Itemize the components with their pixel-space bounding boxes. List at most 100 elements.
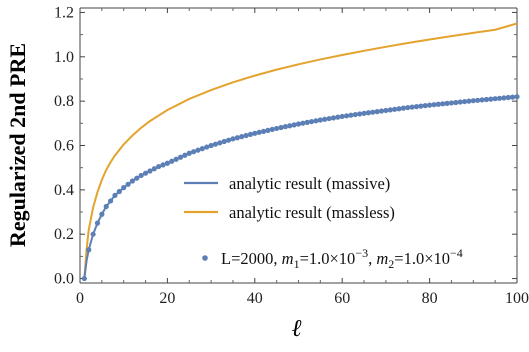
x-tick-label: 60 (334, 290, 350, 307)
data-point (405, 104, 411, 111)
data-point (274, 125, 280, 132)
data-point (374, 109, 380, 115)
legend-points-part: 1 (294, 257, 300, 271)
data-point (409, 104, 415, 110)
legend-points-part: m (376, 249, 388, 268)
x-tick-label: 100 (505, 290, 529, 307)
data-point (365, 110, 372, 116)
data-point (444, 100, 450, 106)
data-point (370, 109, 376, 115)
data-point (501, 95, 507, 101)
data-point (103, 203, 109, 210)
data-point (164, 160, 170, 166)
data-point (488, 96, 494, 102)
data-point (112, 192, 118, 198)
data-point (326, 115, 332, 122)
data-point (400, 105, 406, 111)
data-point (453, 99, 459, 106)
data-point (142, 170, 149, 176)
data-point (309, 118, 315, 125)
legend-swatch-points (202, 255, 208, 261)
legend-points-part: =1.0×10 (394, 249, 450, 268)
data-point (94, 220, 101, 226)
data-point (348, 112, 354, 118)
data-point (169, 158, 175, 164)
data-point (160, 162, 166, 168)
data-point (278, 124, 284, 131)
data-point (470, 98, 476, 104)
data-point (147, 168, 153, 174)
data-point (505, 94, 511, 101)
data-point (116, 188, 122, 195)
data-point (413, 104, 420, 110)
data-point (199, 146, 205, 152)
axis-ticks: 0 20 40 60 80 100 0.0 0.2 0.4 0.6 0.8 1.0 1.2 (54, 4, 529, 307)
data-point (335, 114, 341, 120)
data-point (339, 113, 345, 120)
data-point (352, 111, 358, 118)
x-tick-label: 20 (159, 290, 175, 307)
data-point (182, 152, 188, 158)
y-tick-label: 0.6 (54, 138, 74, 155)
data-point (357, 111, 363, 117)
legend-points-part: m (282, 249, 294, 268)
data-point (221, 138, 227, 145)
data-point (448, 100, 455, 106)
data-point (479, 97, 485, 103)
plot-frame (79, 7, 518, 284)
data-point (247, 131, 254, 138)
legend-points-part: 2 (388, 257, 394, 271)
data-point (378, 108, 385, 114)
data-point (343, 113, 350, 119)
data-point (129, 178, 136, 184)
data-point (304, 119, 310, 125)
data-point (156, 163, 162, 170)
y-tick-label: 0.0 (54, 271, 74, 288)
legend-points-part: −4 (450, 246, 463, 260)
data-point (138, 172, 144, 179)
data-point (317, 117, 323, 123)
data-point (208, 142, 214, 149)
data-point (435, 101, 441, 107)
data-point (195, 147, 201, 153)
data-point (225, 137, 232, 143)
x-tick-label: 80 (422, 290, 438, 307)
y-tick-label: 0.8 (54, 93, 74, 110)
data-point (217, 140, 223, 146)
data-point (457, 99, 463, 105)
data-point (361, 110, 367, 116)
data-point (121, 185, 127, 191)
data-point (431, 102, 437, 108)
data-point (265, 127, 271, 133)
data-point (191, 149, 197, 155)
data-point (186, 150, 192, 156)
data-point (313, 118, 319, 124)
legend-label-massive: analytic result (massive) (229, 174, 390, 193)
data-point (256, 129, 262, 135)
series-layer (81, 22, 520, 282)
data-point (177, 154, 184, 160)
y-axis-label: Regularized 2nd PRE (5, 43, 30, 247)
y-tick-label: 0.4 (54, 182, 74, 199)
data-point (243, 132, 249, 139)
data-point (466, 98, 472, 104)
data-point (427, 102, 433, 108)
data-point (295, 121, 302, 127)
x-axis-label: ℓ (292, 316, 302, 342)
y-tick-label: 1.0 (54, 49, 74, 66)
x-tick-label: 0 (76, 290, 84, 307)
data-point (151, 166, 157, 172)
data-point (387, 107, 393, 113)
x-tick-label: 40 (247, 290, 263, 307)
data-point (322, 116, 328, 122)
legend-points-part: −3 (355, 246, 368, 260)
data-point (422, 103, 428, 109)
legend-label-points: L=2000, m1=1.0×10−3, m2=1.0×10−4 (221, 246, 463, 271)
data-point (483, 96, 490, 103)
y-tick-label: 1.2 (54, 4, 74, 21)
legend-points-part: , (368, 249, 376, 268)
data-point (99, 211, 105, 217)
data-point (173, 156, 179, 162)
data-point (252, 130, 258, 136)
data-point (330, 115, 337, 121)
